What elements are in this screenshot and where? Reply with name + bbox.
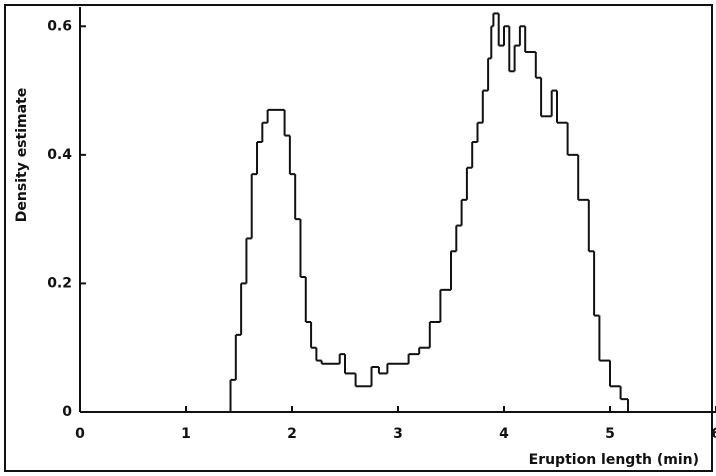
y-tick-label: 0 (62, 404, 72, 420)
y-tick-label: 0.4 (47, 147, 72, 163)
x-tick-label: 6 (711, 426, 716, 442)
frame (4, 4, 713, 472)
x-axis-label: Eruption length (min) (529, 452, 699, 468)
x-tick-label: 4 (499, 426, 509, 442)
y-tick-label: 0.6 (47, 18, 72, 34)
x-tick-label: 5 (605, 426, 615, 442)
x-tick-label: 1 (181, 426, 191, 442)
x-tick-label: 3 (393, 426, 403, 442)
y-axis-label: Density estimate (14, 88, 30, 222)
x-tick-label: 2 (287, 426, 297, 442)
x-tick-label: 0 (75, 426, 85, 442)
y-tick-label: 0.2 (47, 275, 72, 291)
